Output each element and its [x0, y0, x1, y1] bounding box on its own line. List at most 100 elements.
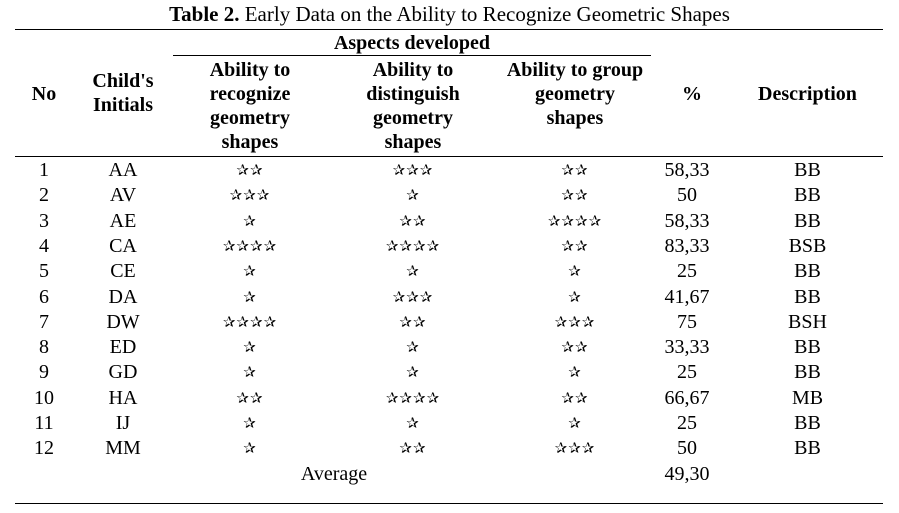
row-initials: GD	[108, 361, 138, 384]
star-icon: ✰	[575, 211, 589, 230]
row-no: 3	[39, 209, 49, 232]
row-initials: DA	[108, 285, 138, 308]
star-icon: ✰	[406, 161, 420, 179]
row-percent: 58,33	[664, 209, 710, 232]
star-icon: ✰	[243, 363, 257, 382]
star-icon: ✰	[406, 414, 420, 432]
group-stars: ✰	[505, 360, 645, 385]
star-icon: ✰	[561, 186, 575, 205]
star-icon: ✰	[575, 388, 589, 407]
star-icon: ✰	[243, 414, 257, 432]
star-icon: ✰	[568, 414, 582, 432]
row-initials: ED	[109, 336, 137, 359]
recognize-stars: ✰	[180, 209, 320, 234]
star-icon: ✰	[406, 186, 420, 205]
star-icon: ✰	[250, 388, 264, 407]
recognize-stars: ✰✰	[180, 386, 320, 411]
star-icon: ✰	[399, 439, 413, 458]
distinguish-stars: ✰✰	[343, 310, 483, 335]
row-description: BB	[794, 412, 821, 434]
row-percent: 83,33	[664, 234, 710, 257]
recognize-stars: ✰	[180, 335, 320, 360]
star-icon: ✰	[554, 439, 569, 458]
star-icon: ✰	[256, 186, 271, 205]
row-initials: AE	[109, 209, 137, 232]
star-icon: ✰	[399, 312, 413, 331]
group-stars: ✰✰	[505, 183, 645, 208]
star-icon: ✰	[568, 439, 582, 458]
row-percent: 58,33	[664, 159, 710, 181]
star-icon: ✰	[413, 211, 427, 230]
row-description: BB	[794, 260, 821, 283]
row-initials: HA	[108, 386, 138, 409]
recognize-stars: ✰✰✰✰	[180, 234, 320, 259]
group-stars: ✰	[505, 285, 645, 310]
star-icon: ✰	[568, 363, 582, 382]
group-stars: ✰✰	[505, 386, 645, 411]
row-description: BSH	[788, 310, 827, 333]
star-icon: ✰	[426, 236, 441, 255]
group-stars: ✰✰	[505, 335, 645, 360]
recognize-stars: ✰	[180, 259, 320, 284]
header-distinguish: Ability to distinguish geometry shapes	[366, 59, 460, 153]
row-no: 4	[39, 234, 49, 257]
group-stars: ✰✰	[505, 234, 645, 259]
recognize-stars: ✰	[180, 285, 320, 310]
recognize-stars: ✰✰✰✰	[180, 310, 320, 335]
row-percent: 75	[677, 310, 697, 333]
row-no: 6	[39, 285, 49, 308]
row-initials: AA	[108, 159, 138, 181]
star-icon: ✰	[561, 211, 575, 230]
row-description: BB	[794, 361, 821, 384]
row-no: 9	[39, 361, 49, 384]
star-icon: ✰	[392, 287, 407, 306]
row-no: 8	[39, 336, 49, 359]
row-description: BSB	[788, 234, 827, 257]
row-no: 10	[34, 386, 54, 409]
star-icon: ✰	[547, 211, 562, 230]
star-icon: ✰	[243, 439, 257, 458]
star-icon: ✰	[236, 161, 250, 179]
star-icon: ✰	[406, 338, 420, 357]
row-initials: AV	[109, 184, 137, 207]
star-icon: ✰	[263, 312, 278, 331]
row-description: MB	[791, 386, 824, 409]
distinguish-stars: ✰✰✰✰	[343, 386, 483, 411]
row-no: 1	[39, 159, 49, 181]
bottom-rule	[15, 503, 883, 504]
distinguish-stars: ✰	[343, 259, 483, 284]
star-icon: ✰	[413, 439, 427, 458]
star-icon: ✰	[406, 363, 420, 382]
star-icon: ✰	[385, 388, 400, 407]
star-icon: ✰	[236, 388, 250, 407]
star-icon: ✰	[568, 312, 582, 331]
recognize-stars: ✰✰	[180, 158, 320, 183]
star-icon: ✰	[250, 236, 264, 255]
header-bottom-rule	[15, 156, 883, 157]
star-icon: ✰	[243, 287, 257, 306]
distinguish-stars: ✰✰✰✰	[343, 234, 483, 259]
star-icon: ✰	[413, 312, 427, 331]
star-icon: ✰	[575, 186, 589, 205]
star-icon: ✰	[243, 211, 257, 230]
aspects-underline	[173, 55, 651, 56]
table-caption: Table 2. Early Data on the Ability to Re…	[0, 0, 899, 28]
header-no: No	[31, 83, 57, 105]
star-icon: ✰	[554, 312, 569, 331]
row-no: 12	[34, 437, 54, 460]
row-initials: CA	[109, 234, 137, 257]
row-description: BB	[794, 184, 821, 207]
distinguish-stars: ✰	[343, 411, 483, 436]
distinguish-stars: ✰✰	[343, 209, 483, 234]
star-icon: ✰	[588, 211, 603, 230]
star-icon: ✰	[419, 287, 434, 306]
star-icon: ✰	[222, 236, 237, 255]
star-icon: ✰	[392, 161, 407, 179]
row-percent: 66,67	[664, 386, 710, 409]
recognize-stars: ✰✰✰	[180, 183, 320, 208]
star-icon: ✰	[561, 236, 575, 255]
distinguish-stars: ✰✰✰	[343, 158, 483, 183]
header-initials: Child's Initials	[92, 70, 154, 116]
recognize-stars: ✰	[180, 411, 320, 436]
header-recognize: Ability to recognize geometry shapes	[209, 59, 291, 153]
